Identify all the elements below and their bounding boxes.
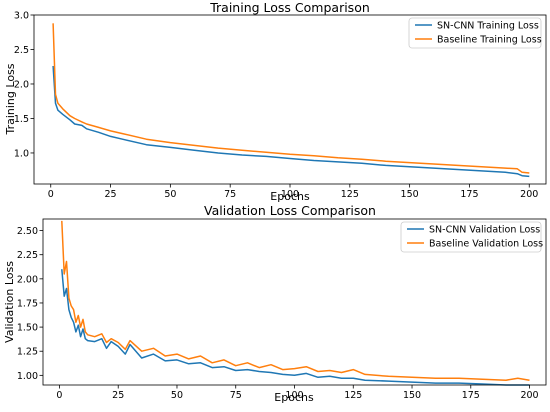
y-tick-label: 1.25 <box>17 347 38 358</box>
x-axis-label: Epochs <box>270 190 310 203</box>
legend: SN-CNN Training Loss Baseline Training L… <box>408 17 542 49</box>
y-tick-label: 2.00 <box>17 274 38 285</box>
legend-box <box>408 17 542 49</box>
y-tick-label: 1.00 <box>17 371 38 382</box>
x-tick-label: 175 <box>462 390 480 401</box>
x-tick-label: 0 <box>48 189 54 200</box>
x-tick-label: 125 <box>341 189 359 200</box>
x-tick-label: 0 <box>56 390 62 401</box>
y-tick-label: 2.0 <box>14 79 29 90</box>
legend: SN-CNN Validation Loss Baseline Validati… <box>400 221 543 253</box>
series-line-sn-cnn <box>52 65 530 178</box>
x-tick-label: 50 <box>171 390 183 401</box>
y-axis-ticks: 1.0 1.5 2.0 2.5 3.0 <box>14 11 34 159</box>
y-axis-label: Training Loss <box>4 63 17 135</box>
legend-box <box>400 221 542 253</box>
series-lines <box>52 23 530 178</box>
series-line-baseline <box>61 220 530 381</box>
legend-label-sn-cnn: SN-CNN Validation Loss <box>429 225 540 236</box>
x-tick-label: 100 <box>285 390 303 401</box>
series-line-sn-cnn <box>61 269 530 386</box>
x-tick-label: 200 <box>520 189 538 200</box>
x-tick-label: 200 <box>520 390 538 401</box>
legend-label-sn-cnn: SN-CNN Training Loss <box>437 21 539 32</box>
chart-title: Validation Loss Comparison <box>204 203 376 218</box>
y-tick-label: 1.75 <box>17 298 38 309</box>
x-tick-label: 25 <box>105 189 117 200</box>
y-tick-label: 1.50 <box>17 323 38 334</box>
x-tick-label: 100 <box>281 189 299 200</box>
x-tick-label: 175 <box>460 189 478 200</box>
x-tick-label: 75 <box>224 189 236 200</box>
y-tick-label: 2.5 <box>14 45 29 56</box>
x-tick-label: 150 <box>401 189 419 200</box>
x-tick-label: 25 <box>112 390 124 401</box>
y-tick-label: 1.0 <box>14 148 29 159</box>
x-tick-label: 75 <box>230 390 242 401</box>
y-tick-label: 2.50 <box>17 226 38 237</box>
series-lines <box>61 220 530 386</box>
y-axis-ticks: 1.00 1.25 1.50 1.75 2.00 2.25 2.50 <box>17 226 43 382</box>
x-axis-ticks: 0 25 50 75 100 125 150 175 200 <box>48 184 538 200</box>
x-tick-label: 150 <box>403 390 421 401</box>
y-tick-label: 3.0 <box>14 11 29 22</box>
training-loss-chart: Training Loss Comparison 0 25 50 75 100 125 15… <box>4 0 547 203</box>
legend-label-baseline: Baseline Validation Loss <box>429 239 543 250</box>
y-tick-label: 1.5 <box>14 114 29 125</box>
y-tick-label: 2.25 <box>17 250 38 261</box>
series-line-baseline <box>52 23 530 174</box>
x-tick-label: 125 <box>344 390 362 401</box>
x-tick-label: 50 <box>164 189 176 200</box>
legend-label-baseline: Baseline Training Loss <box>437 35 542 46</box>
chart-title: Training Loss Comparison <box>209 0 370 15</box>
x-axis-ticks: 0 25 50 75 100 125 150 175 200 <box>56 385 539 401</box>
validation-loss-chart: Validation Loss Comparison 0 25 50 75 100 125… <box>3 203 547 404</box>
x-axis-label: Epochs <box>274 391 314 404</box>
y-axis-label: Validation Loss <box>3 261 16 343</box>
